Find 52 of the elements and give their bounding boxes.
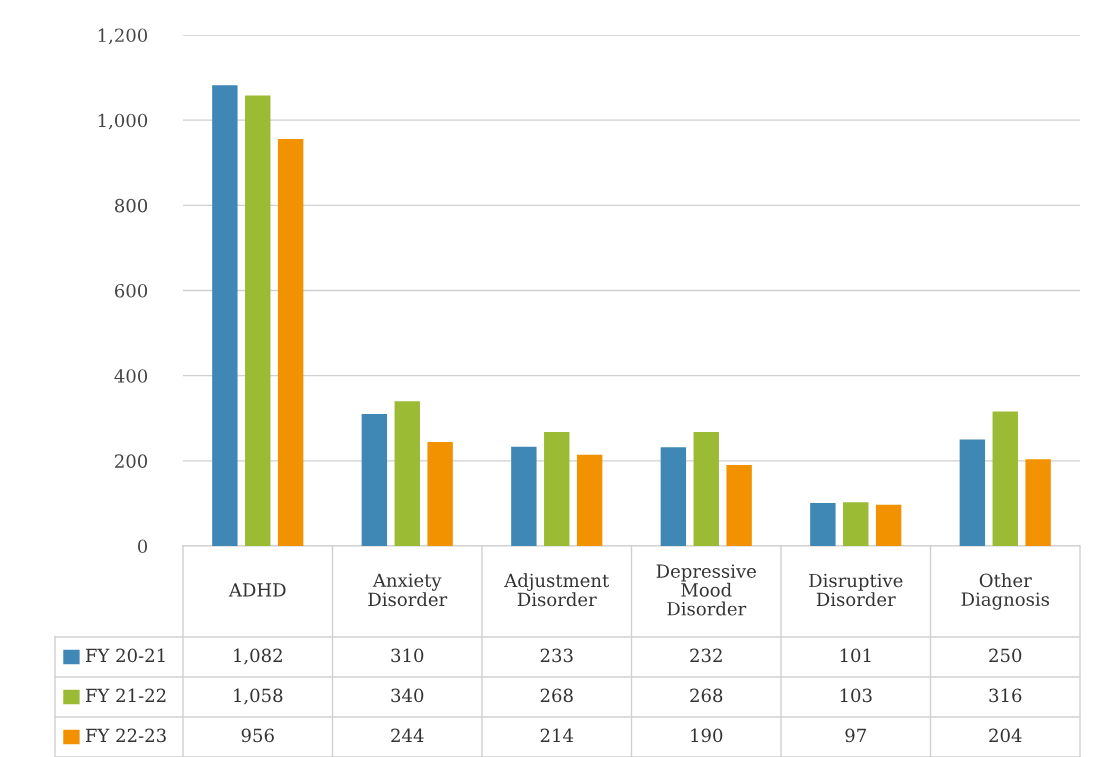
data-label: 340	[391, 688, 424, 703]
bar	[394, 401, 420, 546]
legend-label: FY 22-23	[85, 728, 166, 743]
data-label: 103	[840, 688, 872, 703]
data-label: 250	[989, 648, 1022, 663]
legend-label: FY 21-22	[85, 688, 166, 702]
x-tick-label: Other Diagnosis	[961, 573, 1050, 610]
bar	[693, 431, 719, 546]
y-tick-label: 200	[115, 454, 148, 468]
y-tick-label: 600	[115, 283, 148, 298]
y-tick-label: 1,000	[98, 113, 148, 130]
bar	[544, 431, 570, 546]
y-tick-label: 1,200	[98, 28, 148, 45]
bar	[1025, 459, 1051, 546]
data-label: 268	[690, 688, 723, 703]
bar	[810, 502, 836, 546]
x-tick-label: Depressive Mood Disorder	[656, 564, 756, 616]
data-label: 268	[540, 688, 573, 703]
data-label: 244	[391, 728, 424, 742]
data-label: 214	[540, 728, 574, 742]
y-tick-label: 0	[137, 539, 148, 554]
bar	[576, 454, 603, 546]
bar	[992, 411, 1018, 546]
x-tick-label: ADHD	[228, 583, 286, 597]
y-tick-label: 800	[115, 198, 148, 213]
data-label: 310	[391, 648, 424, 663]
data-label: 204	[989, 728, 1022, 743]
data-label: 101	[840, 648, 871, 663]
bar	[959, 439, 986, 546]
bar	[726, 465, 752, 546]
bar	[277, 138, 304, 546]
bar	[843, 502, 869, 546]
bar	[875, 504, 902, 546]
bar	[361, 413, 388, 546]
data-label: 316	[989, 688, 1022, 703]
data-label: 956	[241, 728, 274, 743]
x-tick-label: Disruptive Disorder	[809, 573, 903, 607]
data-label: 97	[845, 728, 866, 743]
bar	[212, 85, 238, 546]
bar	[427, 442, 453, 546]
bar	[660, 447, 687, 546]
data-label: 190	[691, 728, 723, 743]
legend-label: FY 20-21	[85, 648, 165, 663]
bar	[511, 446, 537, 546]
x-tick-label: Anxiety Disorder	[368, 573, 448, 607]
bar	[245, 95, 271, 546]
data-label: 1,082	[234, 648, 282, 665]
data-label: 1,058	[234, 688, 283, 705]
data-label: 233	[540, 648, 573, 663]
y-tick-label: 400	[114, 369, 148, 383]
data-label: 232	[690, 648, 722, 663]
x-tick-label: Adjustment Disorder	[504, 573, 610, 607]
